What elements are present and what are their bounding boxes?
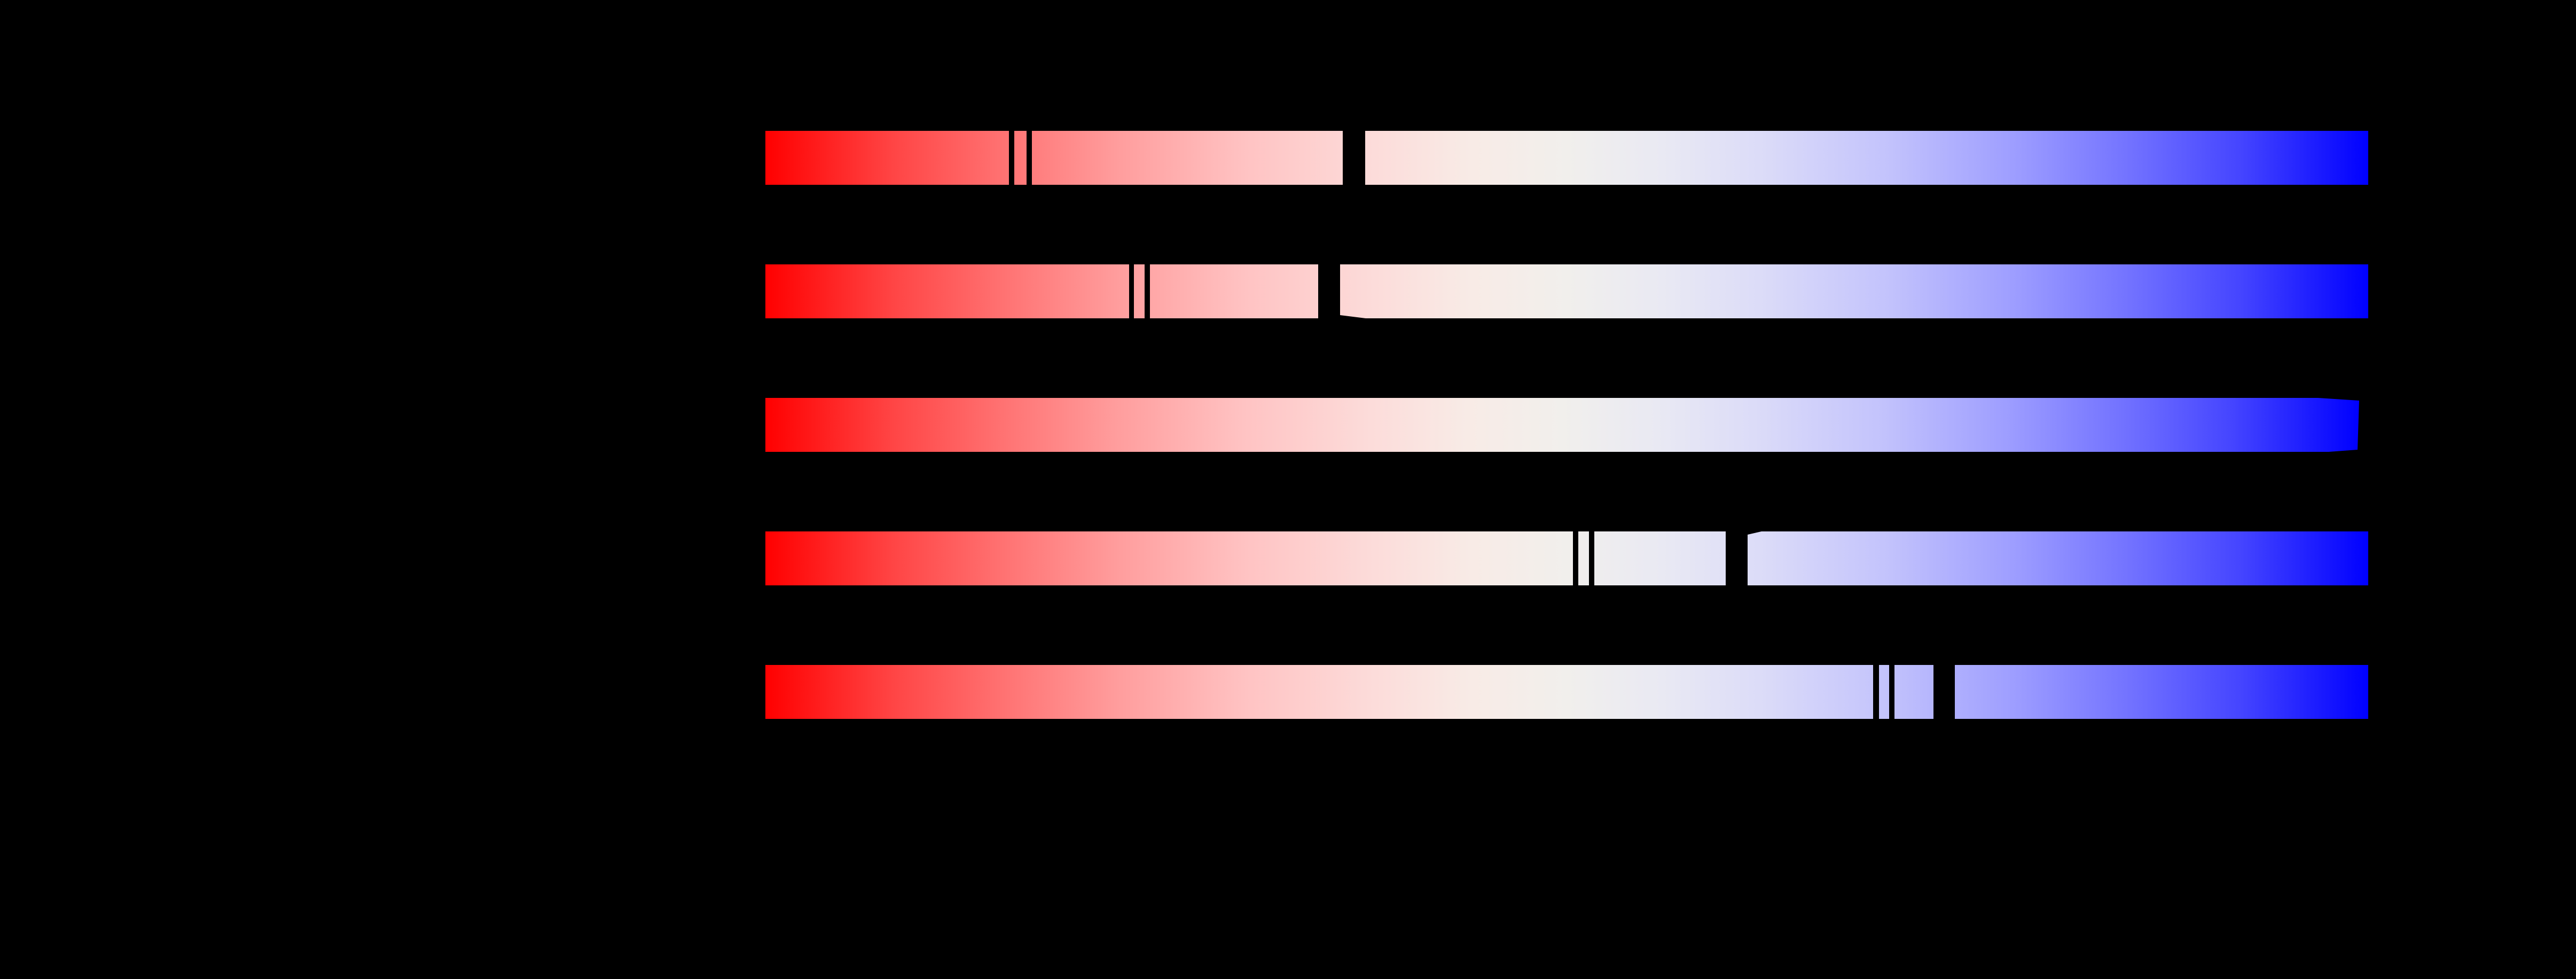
thick-marker-row-5 (1933, 665, 1955, 719)
thin-tick-mark-row-5-1 (1873, 665, 1879, 719)
thin-tick-mark-row-1-1 (1009, 131, 1014, 185)
gradient-bar-row-2 (765, 264, 2368, 318)
bottom-notch-row-2 (1340, 315, 1366, 318)
thin-tick-mark-row-4-1 (1573, 531, 1578, 585)
thin-tick-mark-row-2-1 (1129, 264, 1134, 318)
thin-tick-mark-row-5-2 (1889, 665, 1894, 719)
gradient-bar-row-4 (765, 531, 2368, 585)
top-notch-row-4 (1748, 531, 1761, 535)
gradient-bar-row-1 (765, 131, 2368, 185)
gradient-bar-row-3 (765, 398, 2359, 452)
thick-marker-row-1 (1343, 131, 1365, 185)
thick-marker-row-4 (1726, 531, 1748, 585)
thick-marker-row-2 (1318, 264, 1340, 318)
thin-tick-mark-row-2-2 (1145, 264, 1150, 318)
gradient-bar-row-5 (765, 665, 2368, 719)
thin-tick-mark-row-1-2 (1027, 131, 1032, 185)
thin-tick-mark-row-4-2 (1589, 531, 1594, 585)
